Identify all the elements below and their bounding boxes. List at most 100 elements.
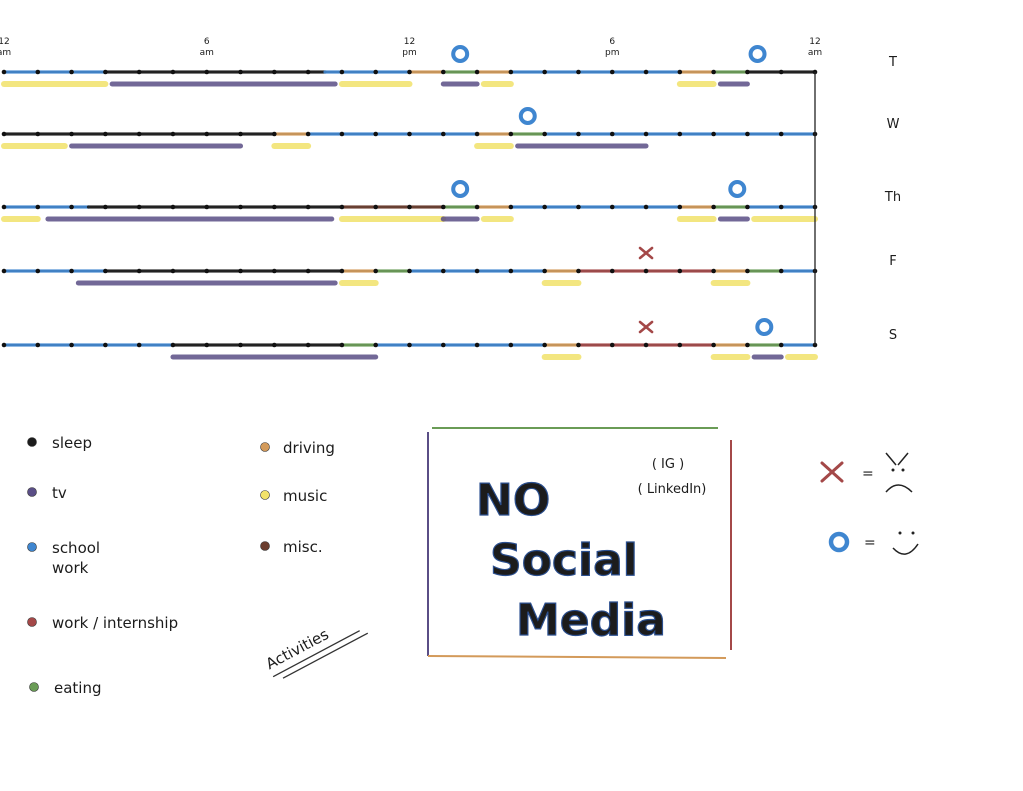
- hour-dot: [69, 204, 74, 210]
- tick-ampm-label: pm: [402, 48, 416, 58]
- happy-mark-icon: [748, 45, 767, 63]
- hour-dot: [69, 131, 74, 137]
- hour-dot: [407, 131, 412, 137]
- legend-swatch-icon: [27, 542, 37, 552]
- hour-dot: [609, 342, 615, 348]
- hour-dot: [677, 69, 683, 75]
- tick-hour-label: 6: [204, 37, 210, 47]
- tick-hour-label: 12: [404, 37, 415, 47]
- hour-dot: [238, 131, 243, 137]
- legend-label-line: sleep: [52, 434, 92, 452]
- hour-dot: [1, 268, 7, 274]
- legend-label: misc.: [283, 538, 323, 556]
- sad-mark-icon: [638, 320, 654, 334]
- happy-mark-icon: [755, 318, 774, 336]
- day-row-th: Th: [1, 180, 901, 222]
- tick-hour-label: 12: [0, 37, 10, 47]
- hour-dot: [778, 342, 784, 348]
- hour-dot: [576, 69, 581, 75]
- hour-dot: [542, 268, 547, 274]
- legend-swatch-icon: [27, 617, 37, 627]
- hour-dot: [542, 204, 547, 210]
- hour-dot: [69, 69, 74, 75]
- legend-label-line: tv: [52, 484, 67, 502]
- hour-dot: [407, 204, 412, 210]
- hour-dot: [576, 204, 581, 210]
- legend-title: Activities: [263, 625, 332, 673]
- brow: [885, 452, 897, 466]
- hour-dot: [474, 268, 480, 274]
- hour-dot: [1, 69, 7, 75]
- legend-label-line: school: [52, 539, 100, 557]
- hour-dot: [474, 131, 480, 137]
- hour-dot: [643, 204, 649, 210]
- hour-dot: [508, 204, 514, 210]
- hour-dot: [711, 342, 716, 348]
- hour-dot: [69, 268, 74, 274]
- tick-ampm-label: am: [200, 48, 214, 58]
- legend-label: school work: [52, 539, 100, 577]
- hour-dot: [35, 69, 41, 75]
- hour-dot: [373, 204, 379, 210]
- hour-dot: [103, 69, 108, 75]
- hour-dot: [373, 131, 379, 137]
- hour-dot: [103, 204, 108, 210]
- hour-dot: [339, 342, 345, 348]
- hour-dot: [778, 268, 784, 274]
- hour-dot: [576, 268, 581, 274]
- legend-item-sleep: sleep: [27, 434, 92, 452]
- hour-dot: [778, 204, 784, 210]
- hour-dot: [170, 204, 176, 210]
- hour-dot: [35, 131, 41, 137]
- hour-dot: [609, 268, 615, 274]
- hour-dot: [170, 69, 176, 75]
- hour-dot: [474, 69, 480, 75]
- legend-label: tv: [52, 484, 67, 502]
- hour-dot: [677, 268, 683, 274]
- happy-mark-icon: [451, 45, 470, 63]
- tick-hour-label: 6: [609, 37, 615, 47]
- legend-item-tv: tv: [27, 484, 67, 502]
- day-label: S: [889, 328, 897, 343]
- happy-mark-icon: [518, 107, 537, 125]
- legend-swatch-icon: [260, 541, 270, 551]
- hour-dot: [711, 131, 716, 137]
- legend-item-school: school work: [27, 539, 100, 577]
- hour-dot: [373, 342, 379, 348]
- hour-dot: [103, 342, 108, 348]
- key-happy-row: =: [828, 531, 919, 555]
- hour-dot: [272, 131, 277, 137]
- hour-dot: [745, 131, 750, 137]
- hour-dot: [1, 204, 7, 210]
- hour-dot: [440, 69, 446, 75]
- no-social-media-box: NO Social Media ( IG ) ( LinkedIn): [427, 427, 732, 659]
- hour-dot: [440, 342, 446, 348]
- happy-mark-icon: [451, 180, 470, 198]
- legend: sleep tv school work work / internship eating…: [27, 434, 369, 697]
- hour-dot: [711, 268, 716, 274]
- hour-dot: [373, 268, 379, 274]
- hour-dot: [643, 131, 649, 137]
- hour-dot: [407, 342, 412, 348]
- hour-dot: [407, 69, 412, 75]
- hour-dot: [508, 131, 514, 137]
- x-icon: [820, 461, 844, 483]
- hour-dot: [508, 268, 514, 274]
- hour-dot: [204, 204, 210, 210]
- legend-label: eating: [54, 679, 102, 697]
- legend-swatch-icon: [27, 437, 37, 447]
- hour-dot: [474, 204, 480, 210]
- hour-dot: [136, 131, 142, 137]
- hour-dot: [170, 268, 176, 274]
- tick-ampm-label: am: [808, 48, 822, 58]
- day-label: F: [889, 254, 896, 269]
- hour-dot: [508, 69, 514, 75]
- eye: [898, 531, 902, 535]
- hour-dot: [677, 342, 683, 348]
- hour-dot: [272, 268, 277, 274]
- hour-dot: [204, 69, 210, 75]
- hour-dot: [35, 268, 41, 274]
- hour-dot: [542, 69, 547, 75]
- hour-dot: [440, 268, 446, 274]
